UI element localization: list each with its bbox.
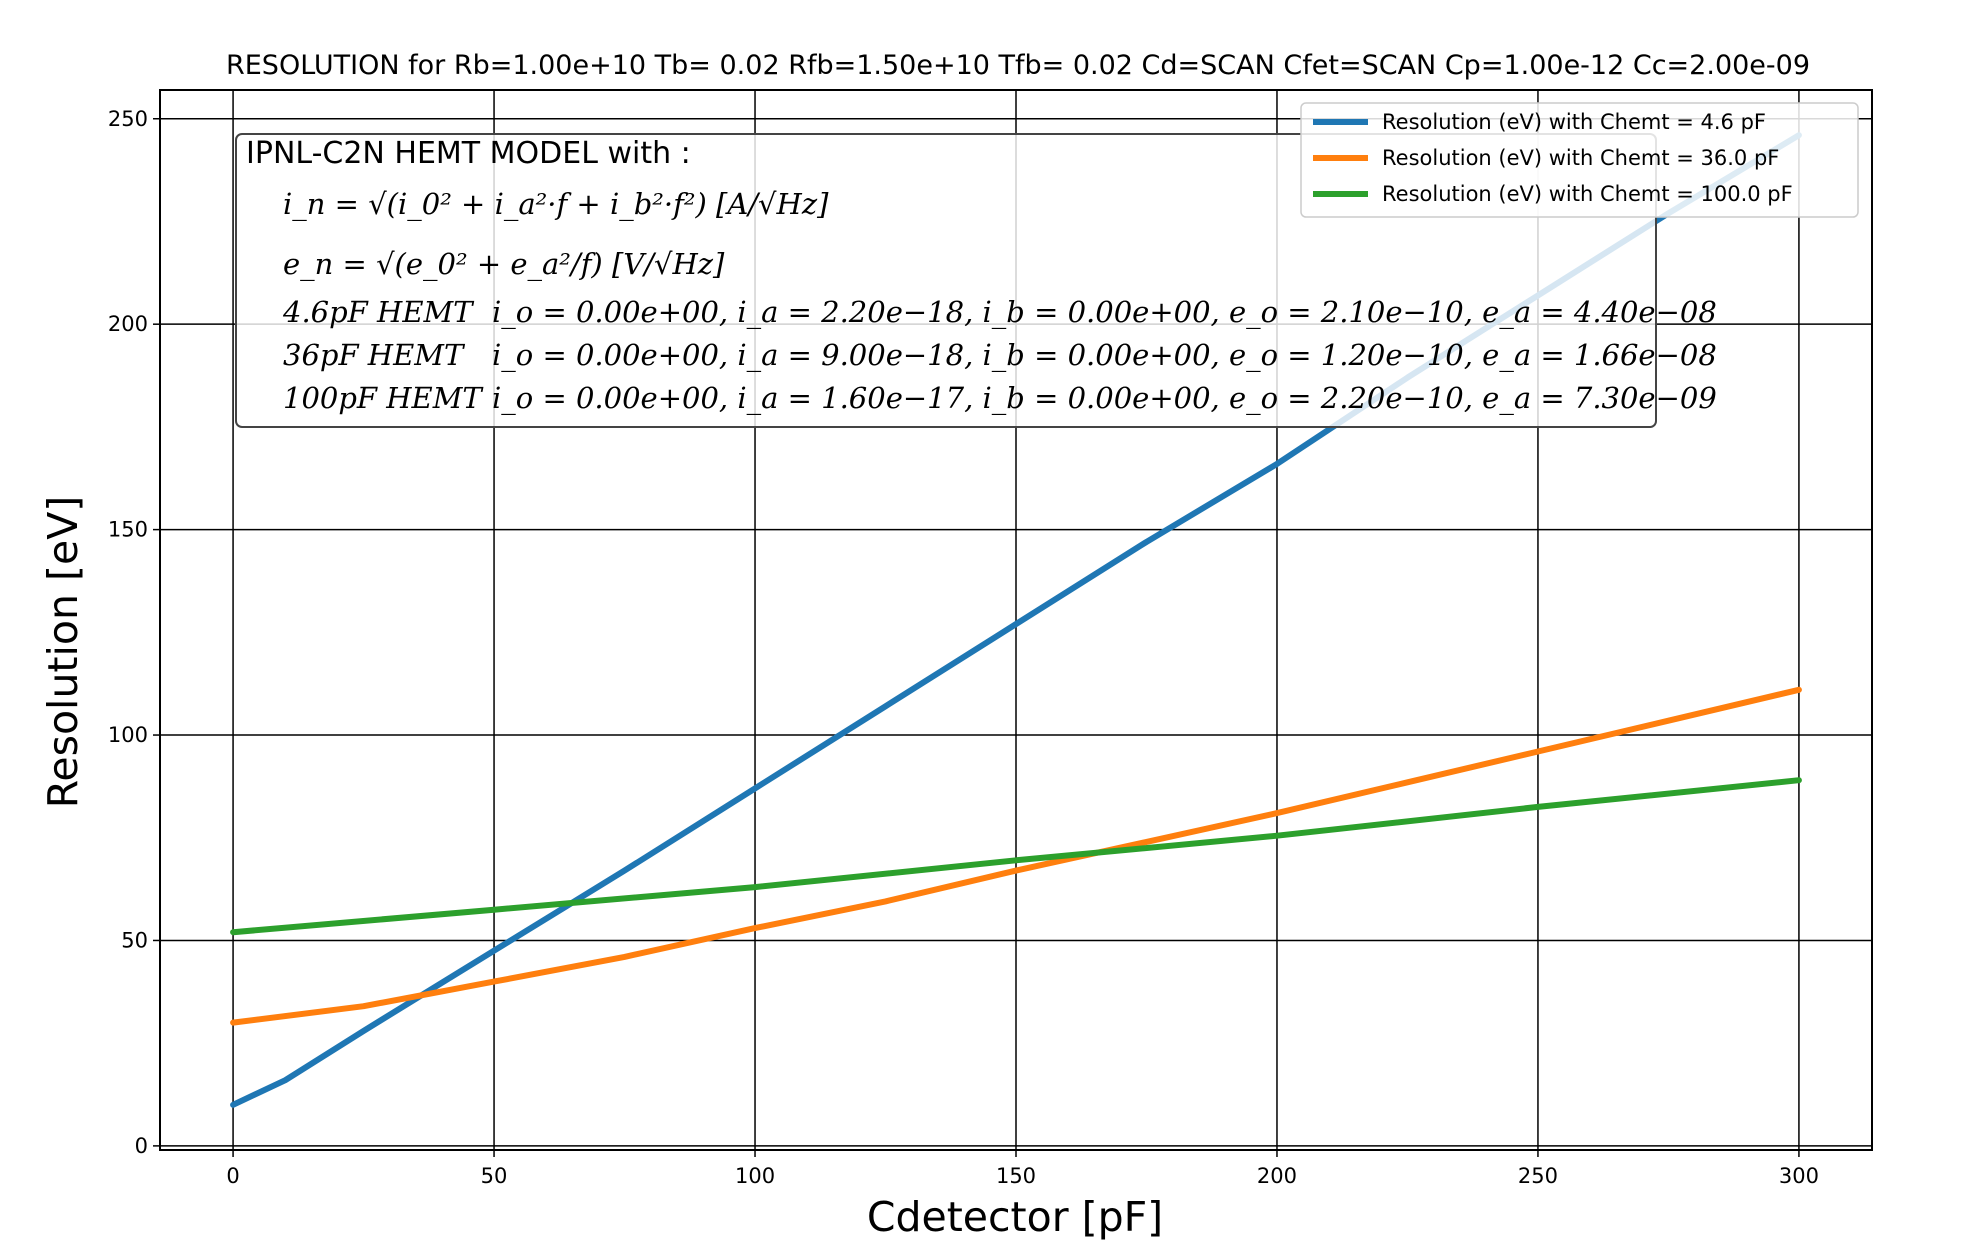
- annotation-formula-en: e_n = √(e_0² + e_a²/f) [V/√Hz]: [283, 247, 725, 282]
- y-axis-label: Resolution [eV]: [39, 496, 87, 809]
- y-tick-label: 0: [135, 1134, 148, 1158]
- legend-frame: [1300, 102, 1859, 218]
- annotation-row-params: i_o = 0.00e+00, i_a = 1.60e−17, i_b = 0.…: [492, 381, 1717, 416]
- x-tick-label: 250: [1518, 1164, 1558, 1188]
- y-tick-label: 250: [108, 107, 148, 131]
- legend-label: Resolution (eV) with Chemt = 36.0 pF: [1382, 146, 1779, 170]
- x-axis-label: Cdetector [pF]: [867, 1193, 1163, 1241]
- axis-ticks: 0 50 100 150 200 250 300 0 50 100 150 200 250: [108, 107, 1819, 1188]
- chart-title: RESOLUTION for Rb=1.00e+10 Tb= 0.02 Rfb=…: [226, 50, 1810, 81]
- annotation-heading: IPNL-C2N HEMT MODEL with :: [246, 136, 691, 171]
- series-line-2: [230, 686, 1802, 1026]
- legend-label: Resolution (eV) with Chemt = 100.0 pF: [1382, 182, 1793, 206]
- x-tick-label: 150: [996, 1164, 1036, 1188]
- y-tick-label: 200: [108, 312, 148, 336]
- annotation-formula-in: i_n = √(i_0² + i_a²·f + i_b²·f²) [A/√Hz]: [283, 187, 829, 222]
- x-tick-label: 200: [1257, 1164, 1297, 1188]
- legend: Resolution (eV) with Chemt = 4.6 pF Resol…: [1300, 102, 1859, 218]
- y-tick-label: 50: [121, 928, 148, 952]
- x-tick-label: 50: [481, 1164, 508, 1188]
- annotation-row-params: i_o = 0.00e+00, i_a = 2.20e−18, i_b = 0.…: [492, 295, 1717, 330]
- model-annotation-box: IPNL-C2N HEMT MODEL with : i_n = √(i_0² …: [235, 133, 1717, 428]
- legend-label: Resolution (eV) with Chemt = 4.6 pF: [1382, 110, 1766, 134]
- annotation-row-label: 4.6pF HEMT: [282, 295, 475, 329]
- y-tick-label: 150: [108, 518, 148, 542]
- annotation-row-label: 100pF HEMT: [283, 381, 484, 415]
- x-tick-label: 100: [735, 1164, 775, 1188]
- series-line-3: [230, 777, 1802, 936]
- annotation-row-label: 36pF HEMT: [283, 338, 466, 372]
- annotation-row-params: i_o = 0.00e+00, i_a = 9.00e−18, i_b = 0.…: [492, 338, 1717, 373]
- x-tick-label: 300: [1779, 1164, 1819, 1188]
- y-tick-label: 100: [108, 723, 148, 747]
- x-tick-label: 0: [226, 1164, 239, 1188]
